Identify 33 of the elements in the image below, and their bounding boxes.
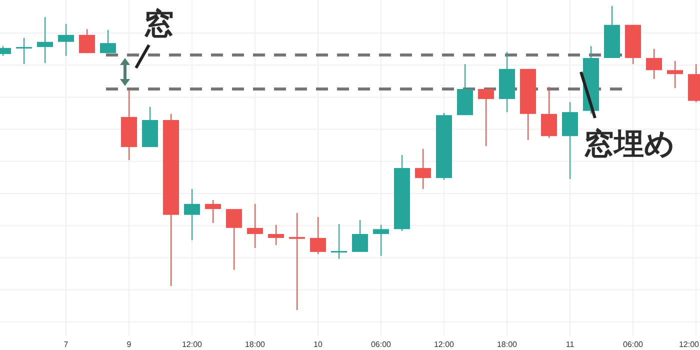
x-tick-label: 10 xyxy=(314,340,323,349)
x-tick-label: 18:00 xyxy=(496,340,518,349)
candlestick xyxy=(205,199,221,224)
x-tick-label: 12:00 xyxy=(678,340,700,349)
x-tick-label: 06:00 xyxy=(622,340,644,349)
candlestick xyxy=(331,223,347,260)
candlestick xyxy=(667,60,683,89)
annotation: 窓 xyxy=(144,7,174,42)
candlestick xyxy=(352,220,368,252)
x-tick-label: 7 xyxy=(64,340,69,349)
candlestick xyxy=(184,188,200,241)
candlestick xyxy=(541,86,557,138)
candlestick xyxy=(373,224,389,256)
candlestick xyxy=(268,224,284,246)
x-tick-label: 12:00 xyxy=(182,340,203,349)
candlestick xyxy=(478,88,494,147)
candlestick xyxy=(37,16,53,64)
candlestick xyxy=(646,48,662,80)
x-tick-label: 06:00 xyxy=(370,340,392,349)
candlestick xyxy=(16,37,32,65)
x-tick-label: 9 xyxy=(126,340,132,349)
candlestick xyxy=(310,216,326,255)
candlestick xyxy=(79,28,95,54)
annotation: 窓埋め xyxy=(584,127,675,162)
candlestick xyxy=(58,23,74,56)
candlestick xyxy=(289,212,305,310)
candlestick xyxy=(415,148,431,190)
candlestick xyxy=(100,30,116,54)
candlestick xyxy=(247,203,263,248)
x-tick-label: 12:00 xyxy=(434,340,455,349)
x-tick-label: 11 xyxy=(566,340,575,349)
candlestick xyxy=(226,208,242,270)
x-tick-label: 18:00 xyxy=(244,340,266,349)
